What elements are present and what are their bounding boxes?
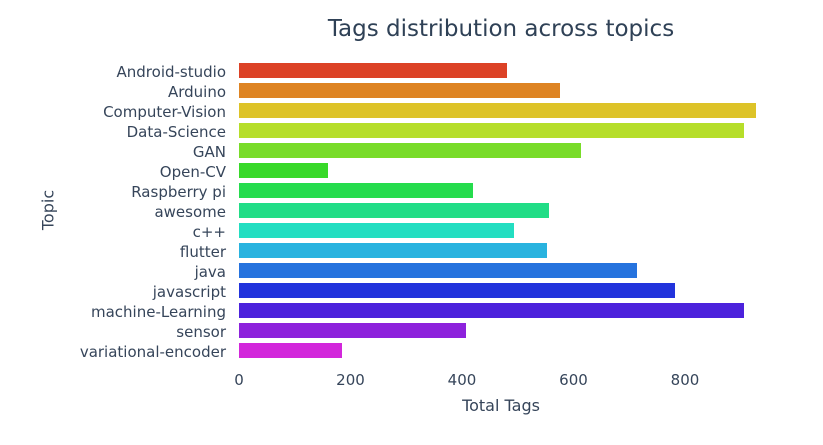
chart-title: Tags distribution across topics (327, 16, 675, 42)
x-tick-label: 600 (559, 371, 588, 389)
bar-row (239, 123, 779, 143)
y-tick-label: Android-studio (116, 63, 226, 81)
y-tick-label: machine-Learning (91, 303, 226, 321)
bar-open-cv (239, 163, 329, 178)
bar-awesome (239, 203, 549, 218)
bar-java (239, 263, 638, 278)
bar-row (239, 183, 779, 203)
bar-row (239, 343, 779, 363)
x-tick-label: 800 (670, 371, 700, 389)
bar-javascript (239, 283, 675, 298)
x-axis-title: Total Tags (462, 396, 540, 415)
bar-row (239, 163, 779, 183)
bar-arduino (239, 83, 560, 98)
y-tick-label: Raspberry pi (131, 183, 226, 201)
bar-row (239, 143, 779, 163)
bar-row (239, 263, 779, 283)
bar-machine-learning (239, 303, 745, 318)
y-tick-label: Data-Science (126, 123, 226, 141)
bar-data-science (239, 123, 744, 138)
bar-row (239, 303, 779, 323)
bar-variational-encoder (239, 343, 343, 358)
y-tick-label: c++ (192, 223, 226, 241)
bar-row (239, 243, 779, 263)
bar-row (239, 83, 779, 103)
y-tick-label: Arduino (167, 83, 226, 101)
bar-row (239, 283, 779, 303)
bar-row (239, 203, 779, 223)
bar-raspberry-pi (239, 183, 474, 198)
bar-sensor (239, 323, 466, 338)
y-tick-label: flutter (179, 243, 226, 261)
bar-row (239, 323, 779, 343)
bar-flutter (239, 243, 548, 258)
y-tick-label: java (194, 263, 226, 281)
x-tick-label: 400 (447, 371, 477, 389)
y-tick-label: Computer-Vision (103, 103, 226, 121)
y-tick-label: javascript (152, 283, 226, 301)
y-tick-labels: Android-studio Arduino Computer-Vision Data… (0, 63, 226, 363)
y-tick-label: variational-encoder (79, 343, 226, 361)
bar-c- (239, 223, 514, 238)
bar-row (239, 103, 779, 123)
y-tick-label: GAN (192, 143, 226, 161)
bar-computer-vision (239, 103, 757, 118)
y-tick-label: Open-CV (159, 163, 226, 181)
bar-gan (239, 143, 582, 158)
bar-row (239, 63, 779, 83)
bar-series (239, 63, 779, 363)
x-tick-labels: 0 200 400 600 800 (0, 371, 823, 391)
x-tick-label: 200 (336, 371, 365, 389)
y-tick-label: awesome (154, 203, 226, 221)
bar-row (239, 223, 779, 243)
x-tick-label: 0 (234, 371, 244, 389)
bar-android-studio (239, 63, 507, 78)
y-tick-label: sensor (176, 323, 226, 341)
